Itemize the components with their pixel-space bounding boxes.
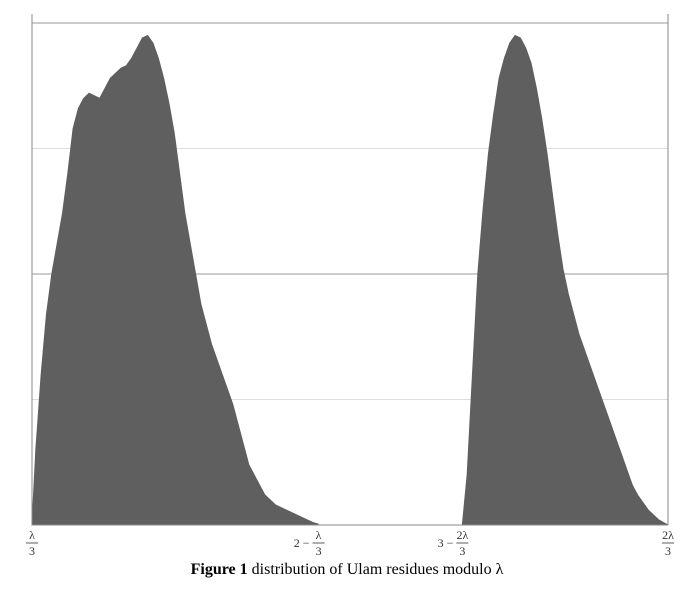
x-tick-prefix: 3 − xyxy=(438,536,454,550)
x-tick-denominator: 3 xyxy=(29,544,35,558)
axes xyxy=(31,14,669,526)
x-tick-numerator: 2λ xyxy=(662,528,674,542)
x-tick-1: λ 3 2 − xyxy=(294,528,325,558)
area-series xyxy=(31,34,669,526)
area-1 xyxy=(461,34,669,526)
x-tick-numerator: 2λ xyxy=(456,528,468,542)
x-tick-denominator: 3 xyxy=(665,544,671,558)
x-tick-denominator: 3 xyxy=(459,544,465,558)
x-tick-3: 2λ3 xyxy=(662,528,674,558)
area-0 xyxy=(31,34,320,526)
figure-caption-label: Figure 1 xyxy=(190,561,248,578)
x-tick-numerator: λ xyxy=(29,528,35,542)
x-tick-prefix: 2 − xyxy=(294,536,310,550)
x-tick-2: 2λ 3 3 − xyxy=(438,528,469,558)
figure-caption-text: distribution of Ulam residues modulo λ xyxy=(247,561,504,578)
figure-caption: Figure 1 distribution of Ulam residues m… xyxy=(0,561,694,579)
x-tick-numerator: λ xyxy=(316,528,322,542)
x-tick-0: λ3 xyxy=(26,528,38,558)
x-tick-denominator: 3 xyxy=(316,544,322,558)
